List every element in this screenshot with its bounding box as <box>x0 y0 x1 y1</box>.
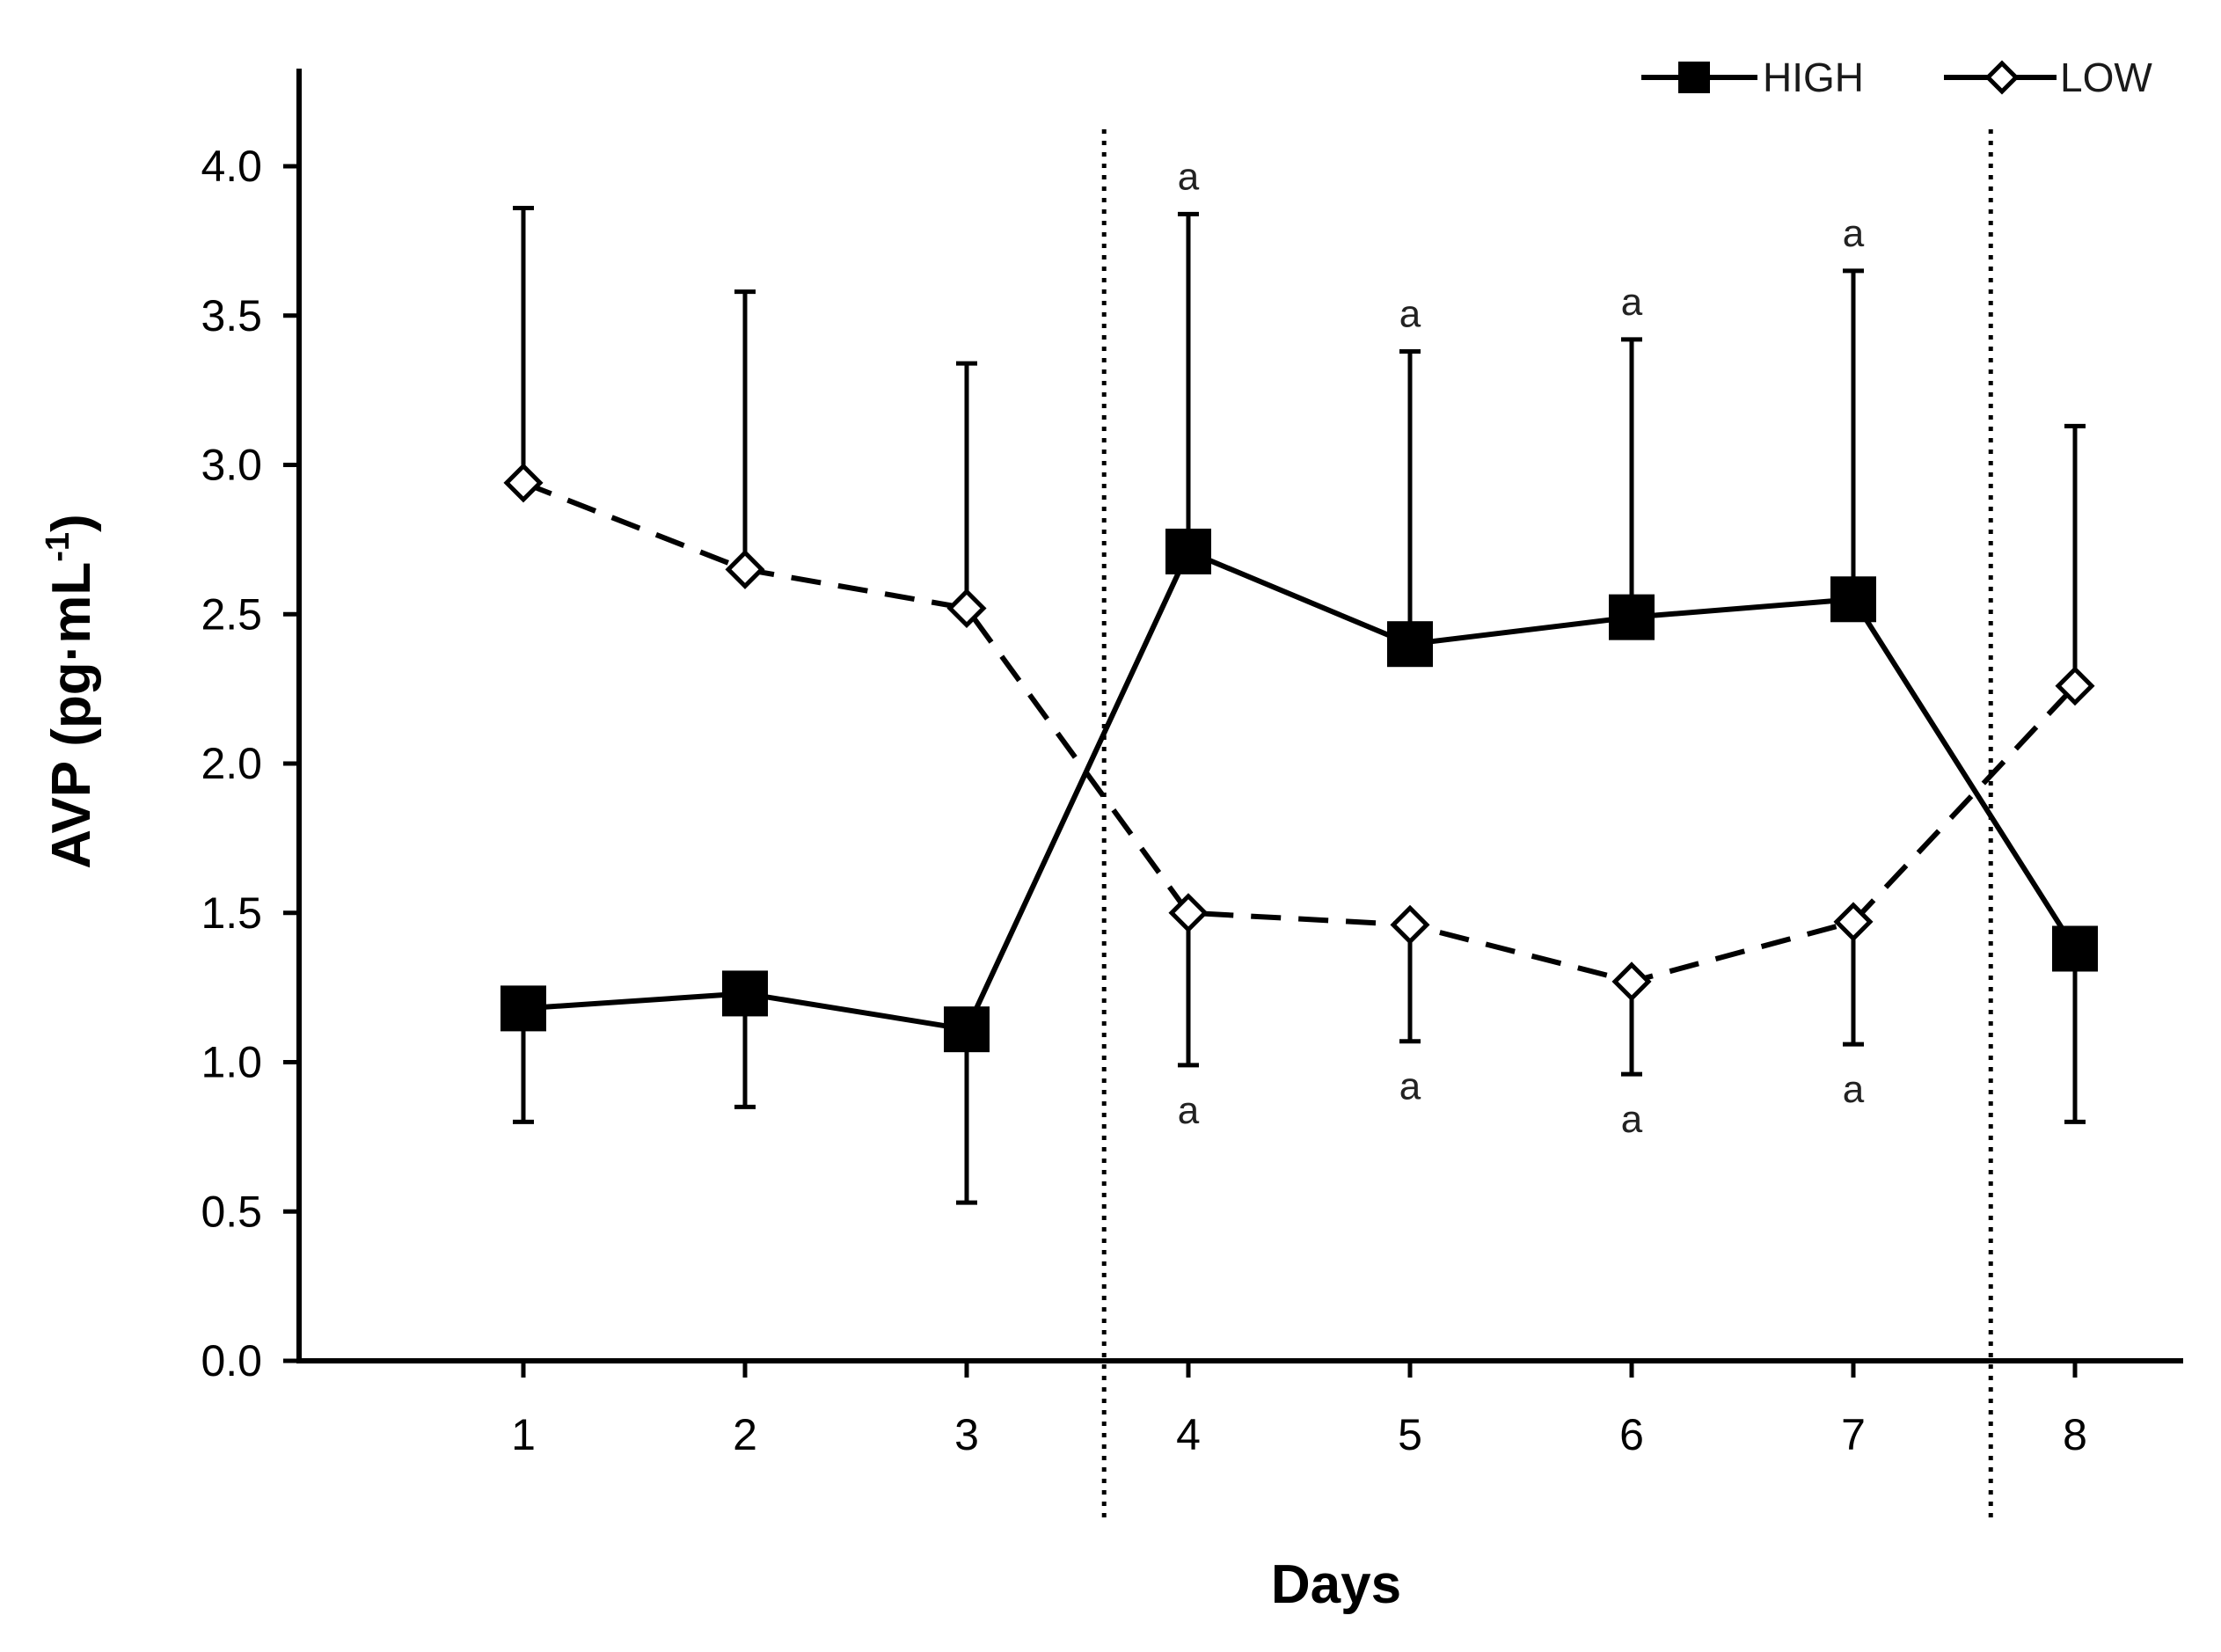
y-tick-label: 3.0 <box>201 441 262 490</box>
high-data-point <box>1387 621 1433 668</box>
series-markers <box>500 463 2098 1053</box>
high-data-point <box>944 1006 990 1053</box>
low-data-point <box>1168 893 1209 933</box>
legend-high-label: HIGH <box>1763 55 1864 100</box>
y-axis-title-close: ) <box>41 514 102 532</box>
x-tick-label: 6 <box>1619 1410 1644 1459</box>
y-tick-label: 2.5 <box>201 589 262 639</box>
low-significance-label: a <box>1399 1065 1421 1108</box>
legend-high-marker <box>1678 62 1710 93</box>
low-significance-label: a <box>1843 1068 1865 1111</box>
high-significance-label: a <box>1399 292 1421 335</box>
y-tick-label: 0.5 <box>201 1187 262 1236</box>
y-tick-label: 2.0 <box>201 739 262 788</box>
high-data-point <box>1609 594 1655 640</box>
y-tick-label: 1.5 <box>201 888 262 938</box>
high-data-point <box>500 985 546 1032</box>
low-data-point <box>1833 902 1874 942</box>
low-significance-label: a <box>1178 1089 1200 1132</box>
y-tick-label: 4.0 <box>201 142 262 191</box>
x-tick-label: 4 <box>1176 1410 1201 1459</box>
x-axis-title: Days <box>1271 1554 1401 1615</box>
legend-entry-high: HIGH <box>1641 55 1864 100</box>
y-axis-title-main: AVP (pg·mL <box>41 562 102 869</box>
period-dividers <box>1101 129 1993 1522</box>
significance-labels: a a a a a a a a <box>1178 155 1865 1141</box>
high-significance-label: a <box>1621 281 1643 324</box>
axis-ticks: 0.0 0.5 1.0 1.5 2.0 2.5 3.0 3.5 4.0 1 2 3 4 5 6 7 8 <box>201 142 2086 1459</box>
low-data-point <box>725 549 765 589</box>
legend: HIGH LOW <box>1641 55 2152 100</box>
y-axis-title: AVP (pg·mL-1) <box>40 514 102 868</box>
high-data-point <box>1830 576 1876 623</box>
low-data-point <box>2055 666 2095 706</box>
legend-low-marker <box>1984 60 2020 95</box>
high-data-point <box>722 970 768 1017</box>
low-data-point <box>503 463 544 503</box>
y-axis-title-superscript: -1 <box>40 532 77 562</box>
legend-low-label: LOW <box>2060 55 2152 100</box>
high-data-point <box>2052 925 2098 972</box>
low-significance-label: a <box>1621 1098 1643 1141</box>
series-line-low <box>522 480 2078 984</box>
y-tick-label: 1.0 <box>201 1038 262 1087</box>
low-data-point <box>946 588 987 628</box>
series-lines <box>522 480 2078 1033</box>
series-line-high <box>522 548 2078 1033</box>
y-tick-label: 0.0 <box>201 1336 262 1385</box>
low-data-point <box>1611 961 1652 1002</box>
y-tick-label: 3.5 <box>201 291 262 340</box>
high-significance-label: a <box>1178 155 1200 198</box>
high-data-point <box>1165 528 1211 574</box>
legend-entry-low: LOW <box>1944 55 2152 100</box>
x-tick-label: 8 <box>2063 1410 2087 1459</box>
x-tick-label: 2 <box>733 1410 757 1459</box>
high-significance-label: a <box>1843 212 1865 255</box>
axes <box>296 69 2183 1363</box>
x-tick-label: 1 <box>511 1410 536 1459</box>
x-tick-label: 5 <box>1398 1410 1422 1459</box>
x-tick-label: 3 <box>954 1410 979 1459</box>
low-data-point <box>1390 904 1430 945</box>
error-bars <box>513 206 2086 1205</box>
x-tick-label: 7 <box>1841 1410 1866 1459</box>
